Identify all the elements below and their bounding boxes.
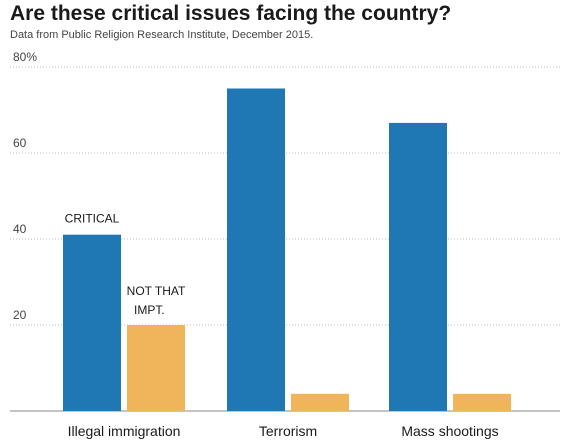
bar-critical-2 xyxy=(389,122,447,412)
y-tick-label: 60 xyxy=(13,136,27,150)
chart-title: Are these critical issues facing the cou… xyxy=(10,2,452,25)
bar-not-that-impt-1 xyxy=(291,393,349,411)
category-label: Terrorism xyxy=(259,423,317,439)
y-tick-label: 80% xyxy=(13,50,37,64)
bar-not-that-impt-0 xyxy=(127,325,185,411)
bar-not-that-impt-2 xyxy=(453,393,511,411)
y-axis-ticks: 20 40 60 80% xyxy=(13,50,37,322)
y-tick-label: 20 xyxy=(13,308,27,322)
category-label: Mass shootings xyxy=(401,423,498,439)
annotation-not-that: NOT THAT xyxy=(127,284,186,298)
bars xyxy=(63,88,511,412)
annotations: CRITICAL NOT THAT IMPT. xyxy=(65,212,186,317)
bar-critical-0 xyxy=(63,234,121,411)
chart-subtitle: Data from Public Religion Research Insti… xyxy=(10,29,314,41)
category-labels: Illegal immigration Terrorism Mass shootin… xyxy=(68,423,499,439)
y-tick-label: 40 xyxy=(13,222,27,236)
annotation-impt: IMPT. xyxy=(134,303,165,317)
category-label: Illegal immigration xyxy=(68,423,181,439)
bar-critical-1 xyxy=(227,88,285,411)
annotation-critical: CRITICAL xyxy=(65,212,120,226)
